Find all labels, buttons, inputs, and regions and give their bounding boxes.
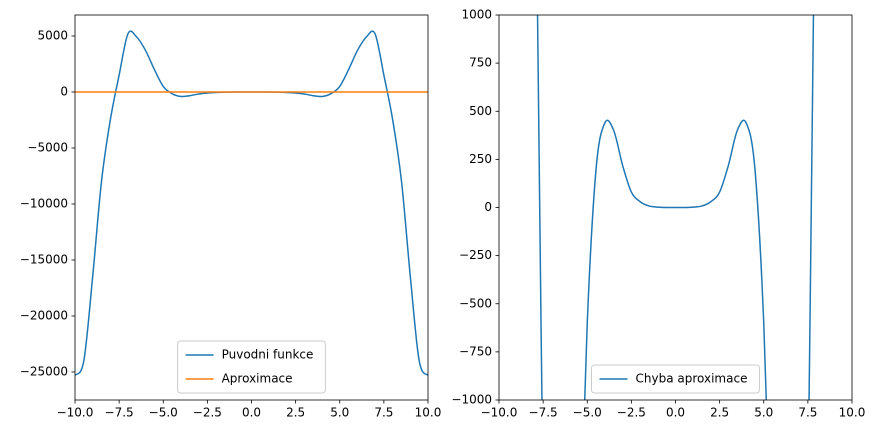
data-line bbox=[75, 30, 428, 376]
y-tick-label: −5000 bbox=[27, 141, 68, 155]
y-tick-label: −500 bbox=[459, 296, 492, 310]
legend: Puvodni funkce Aproximace bbox=[177, 340, 326, 394]
x-tick-label: 10.0 bbox=[415, 406, 442, 420]
legend: Chyba aproximace bbox=[591, 364, 760, 394]
x-tick-label: −2.5 bbox=[193, 406, 222, 420]
x-tick-label: −7.5 bbox=[529, 406, 558, 420]
x-tick-label: 5.0 bbox=[330, 406, 349, 420]
y-tick-label: 0 bbox=[484, 200, 492, 214]
x-tick-label: 2.5 bbox=[710, 406, 729, 420]
y-tick-label: −25000 bbox=[20, 365, 68, 379]
x-tick-label: −7.5 bbox=[105, 406, 134, 420]
y-tick-label: −10000 bbox=[20, 197, 68, 211]
x-tick-label: −10.0 bbox=[57, 406, 94, 420]
y-tick-label: −250 bbox=[459, 248, 492, 262]
x-tick-label: 0.0 bbox=[242, 406, 261, 420]
x-tick-label: −2.5 bbox=[617, 406, 646, 420]
x-tick-label: −5.0 bbox=[149, 406, 178, 420]
legend-box bbox=[177, 340, 326, 394]
y-tick-label: 0 bbox=[60, 85, 68, 99]
x-tick-label: 7.5 bbox=[798, 406, 817, 420]
x-tick-label: −10.0 bbox=[481, 406, 518, 420]
y-tick-label: 500 bbox=[469, 104, 492, 118]
legend-box bbox=[591, 364, 760, 394]
x-tick-label: 2.5 bbox=[286, 406, 305, 420]
x-tick-label: −5.0 bbox=[573, 406, 602, 420]
y-tick-label: 750 bbox=[469, 56, 492, 70]
legend-label: Puvodni funkce bbox=[222, 348, 314, 362]
y-tick-label: −750 bbox=[459, 344, 492, 358]
x-tick-label: 7.5 bbox=[374, 406, 393, 420]
x-tick-label: 10.0 bbox=[839, 406, 866, 420]
y-tick-label: 1000 bbox=[461, 8, 492, 22]
y-tick-label: −15000 bbox=[20, 253, 68, 267]
plot-area bbox=[75, 30, 428, 376]
y-tick-label: 5000 bbox=[37, 29, 68, 43]
x-tick-label: 5.0 bbox=[754, 406, 773, 420]
x-tick-label: 0.0 bbox=[666, 406, 685, 420]
legend-label: Aproximace bbox=[222, 372, 293, 386]
y-tick-label: 250 bbox=[469, 152, 492, 166]
data-line bbox=[536, 15, 815, 400]
plot-area bbox=[536, 15, 815, 400]
y-tick-label: −1000 bbox=[451, 393, 492, 407]
y-tick-label: −20000 bbox=[20, 309, 68, 323]
legend-label: Chyba aproximace bbox=[636, 372, 748, 386]
